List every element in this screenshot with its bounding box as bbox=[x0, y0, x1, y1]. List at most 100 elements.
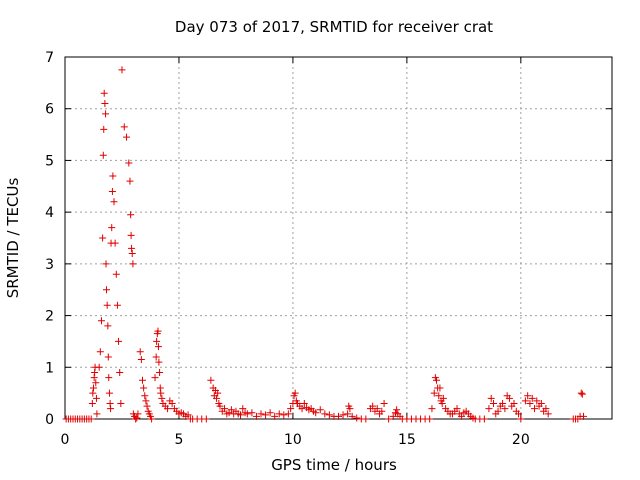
data-point bbox=[487, 394, 495, 402]
data-point bbox=[117, 399, 125, 407]
data-point bbox=[142, 397, 150, 405]
data-point bbox=[126, 177, 134, 185]
data-points bbox=[62, 66, 588, 423]
data-point bbox=[133, 414, 141, 422]
data-point bbox=[533, 397, 541, 405]
gridlines bbox=[65, 57, 612, 419]
data-point bbox=[89, 384, 97, 392]
data-point bbox=[95, 363, 103, 371]
y-tick-label: 5 bbox=[45, 153, 54, 169]
data-point bbox=[88, 399, 96, 407]
y-tick-label: 6 bbox=[45, 102, 54, 118]
x-axis-title: GPS time / hours bbox=[271, 456, 397, 474]
y-tick-label: 7 bbox=[45, 50, 54, 66]
data-point bbox=[439, 394, 447, 402]
data-point bbox=[325, 411, 333, 419]
data-point bbox=[153, 337, 161, 345]
y-tick-label: 2 bbox=[45, 309, 54, 325]
data-point bbox=[100, 89, 108, 97]
data-point bbox=[111, 239, 119, 247]
data-point bbox=[102, 260, 110, 268]
data-point bbox=[458, 412, 466, 420]
data-point bbox=[528, 394, 536, 402]
data-point bbox=[97, 317, 105, 325]
data-point bbox=[104, 353, 112, 361]
data-point bbox=[489, 399, 497, 407]
data-point bbox=[287, 405, 295, 413]
data-point bbox=[92, 394, 100, 402]
data-point bbox=[125, 159, 133, 167]
data-point bbox=[87, 415, 95, 423]
data-point bbox=[505, 394, 513, 402]
data-point bbox=[102, 110, 110, 118]
data-point bbox=[433, 376, 441, 384]
data-point bbox=[531, 405, 539, 413]
data-point bbox=[99, 151, 107, 159]
data-point bbox=[168, 399, 176, 407]
data-point bbox=[152, 353, 160, 361]
data-point bbox=[300, 399, 308, 407]
data-point bbox=[312, 409, 320, 417]
data-point bbox=[104, 322, 112, 330]
data-point bbox=[100, 125, 108, 133]
data-point bbox=[298, 405, 306, 413]
data-point bbox=[280, 411, 288, 419]
data-point bbox=[128, 250, 136, 258]
data-point bbox=[116, 368, 124, 376]
data-point bbox=[485, 405, 493, 413]
data-point bbox=[154, 327, 162, 335]
x-tick-label: 20 bbox=[512, 432, 530, 448]
data-point bbox=[157, 389, 165, 397]
data-point bbox=[373, 405, 381, 413]
data-point bbox=[262, 411, 270, 419]
data-point bbox=[380, 399, 388, 407]
data-point bbox=[339, 411, 347, 419]
data-point bbox=[578, 390, 586, 398]
data-point bbox=[544, 410, 552, 418]
data-point bbox=[115, 337, 123, 345]
data-point bbox=[105, 374, 113, 382]
data-point bbox=[537, 399, 545, 407]
data-point bbox=[252, 412, 260, 420]
data-point bbox=[291, 389, 299, 397]
data-point bbox=[127, 211, 135, 219]
data-point bbox=[184, 411, 192, 419]
y-axis-title: SRMTID / TECUs bbox=[4, 178, 22, 299]
data-point bbox=[453, 405, 461, 413]
data-point bbox=[227, 406, 235, 414]
data-point bbox=[138, 376, 146, 384]
data-point bbox=[113, 301, 121, 309]
data-point bbox=[480, 415, 488, 423]
data-point bbox=[385, 415, 393, 423]
data-point bbox=[248, 409, 256, 417]
data-point bbox=[426, 415, 434, 423]
y-tick-label: 4 bbox=[45, 205, 54, 221]
data-point bbox=[236, 411, 244, 419]
data-point bbox=[89, 389, 97, 397]
data-point bbox=[499, 399, 507, 407]
data-point bbox=[101, 100, 109, 108]
data-point bbox=[105, 389, 113, 397]
data-point bbox=[524, 392, 532, 400]
x-tick-label: 0 bbox=[61, 432, 70, 448]
data-point bbox=[353, 414, 361, 422]
data-point bbox=[393, 406, 401, 414]
data-point bbox=[112, 270, 120, 278]
data-point bbox=[120, 123, 128, 131]
data-point bbox=[107, 405, 115, 413]
data-point bbox=[123, 133, 131, 141]
data-point bbox=[428, 405, 436, 413]
data-point bbox=[202, 415, 210, 423]
data-point bbox=[346, 405, 354, 413]
data-point bbox=[128, 244, 136, 252]
data-point bbox=[266, 409, 274, 417]
data-point bbox=[430, 389, 438, 397]
data-point bbox=[577, 389, 585, 397]
data-point bbox=[362, 415, 370, 423]
data-point bbox=[154, 343, 162, 351]
data-point bbox=[127, 231, 135, 239]
data-point bbox=[156, 368, 164, 376]
data-point bbox=[515, 410, 523, 418]
data-point bbox=[158, 394, 166, 402]
